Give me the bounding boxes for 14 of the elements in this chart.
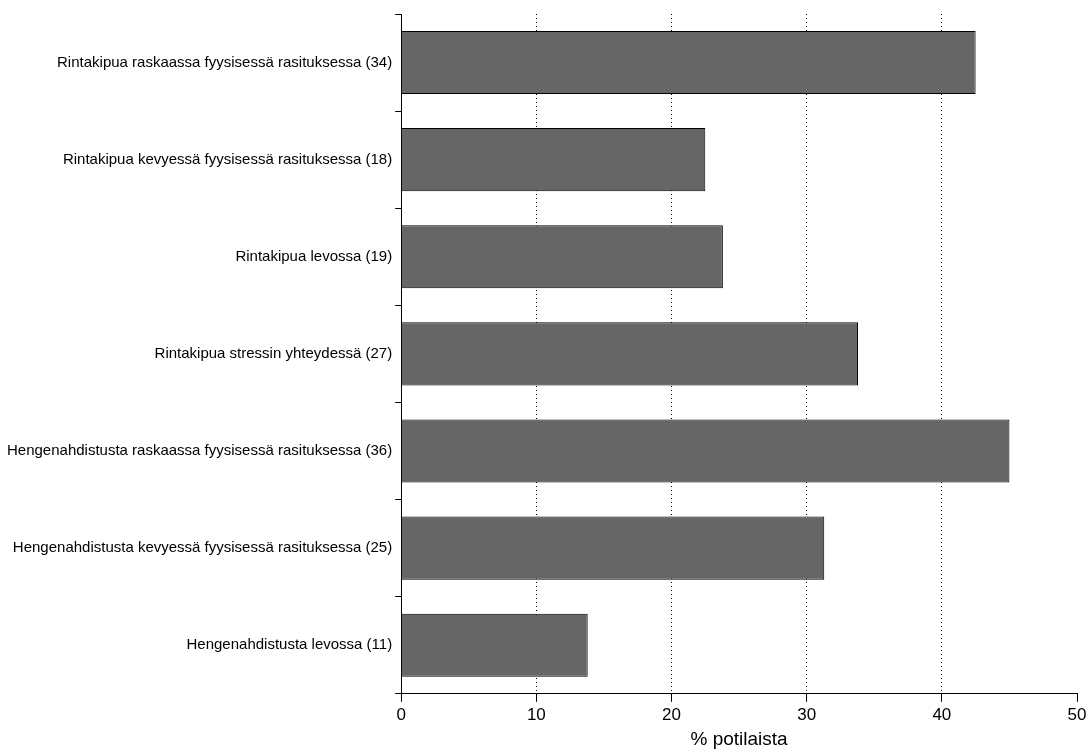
x-tick-label: 50 [1067,704,1087,724]
x-tick-label: 0 [396,704,406,724]
y-tick-label: Rintakipua raskaassa fyysisessä rasituksessa (34) [57,52,393,70]
x-tick-label: 20 [662,704,681,724]
y-tick-label: Rintakipua stressin yhteydessä (27) [154,344,393,362]
x-tick-label: 10 [526,704,546,724]
x-axis-title: % potilaista [690,727,789,749]
y-tick-label: Rintakipua kevyessä fyysisessä rasituksessa (18) [62,149,393,167]
y-tick-label: Hengenahdistusta raskaassa fyysisessä rasituksessa (36) [6,441,393,459]
y-tick-label: Hengenahdistusta kevyessä fyysisessä rasituksessa (25) [12,538,393,556]
x-tick-label: 40 [932,704,952,724]
y-tick-label: Hengenahdistusta levossa (11) [186,635,393,653]
x-tick-label: 30 [797,704,817,724]
y-tick-label: Rintakipua levossa (19) [235,246,393,264]
